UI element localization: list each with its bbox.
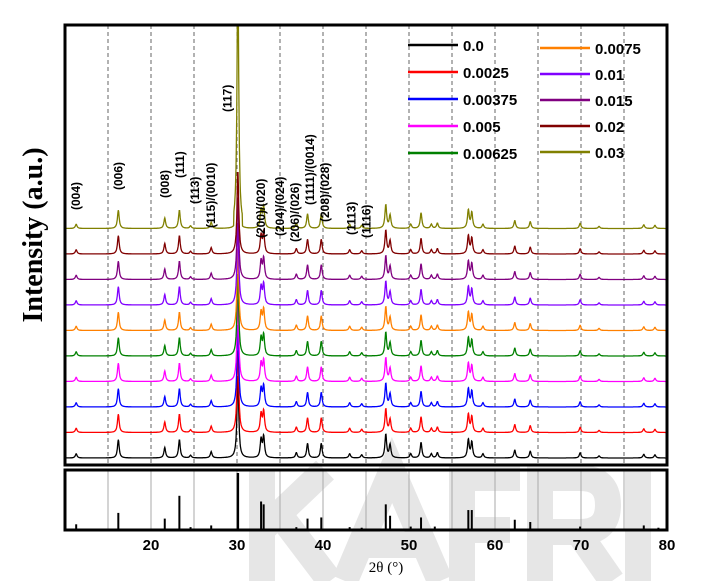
trace-0-015 <box>65 197 667 281</box>
peak-label: (204)/(024) <box>273 177 287 236</box>
legend-label: 0.00375 <box>463 92 517 109</box>
peak-label: (1116) <box>359 205 373 238</box>
peak-label: (111) <box>173 151 187 178</box>
peak-label: (117) <box>221 85 235 112</box>
legend-label: 0.0075 <box>595 41 641 58</box>
peak-label: (1111)/(0014) <box>303 134 317 205</box>
trace-0-00625 <box>65 273 667 357</box>
legend-label: 0.02 <box>595 119 624 136</box>
legend-label: 0.03 <box>595 145 624 162</box>
legend-label: 0.015 <box>595 93 633 110</box>
legend-label: 0.0025 <box>463 65 509 82</box>
plot-frame <box>63 23 669 467</box>
trace-0-0 <box>65 375 667 459</box>
trace-0-00375 <box>65 324 667 408</box>
peak-label: (206)/(026) <box>288 183 302 242</box>
peak-label: (200)/(020) <box>254 179 268 238</box>
x-tick-label: 30 <box>229 537 246 554</box>
legend-label: 0.00625 <box>463 146 517 163</box>
peak-label: (004) <box>69 182 83 210</box>
trace-0-03 <box>64 24 667 230</box>
peak-label: (006) <box>111 162 125 190</box>
watermark-letter <box>249 460 341 581</box>
legend-label: 0.01 <box>595 67 624 84</box>
reference-frame <box>63 468 669 532</box>
x-tick-label: 80 <box>659 537 676 554</box>
peak-label: (113) <box>188 177 202 204</box>
trace-0-0025 <box>65 350 667 434</box>
trace-0-005 <box>65 299 667 383</box>
y-axis-label: Intensity (a.u.) <box>18 147 49 322</box>
legend-label: 0.005 <box>463 119 501 136</box>
peak-label: (1113) <box>344 202 358 235</box>
trace-0-02 <box>65 171 667 255</box>
peak-label: (208)/(028) <box>318 163 332 222</box>
x-tick-label: 40 <box>315 537 332 554</box>
x-tick-label: 20 <box>143 537 160 554</box>
peak-label: (008) <box>158 170 172 198</box>
peak-label: (115)/(0010) <box>204 163 218 228</box>
x-tick-label: 60 <box>487 537 504 554</box>
trace-0-01 <box>65 222 667 306</box>
trace-0-0075 <box>65 248 667 332</box>
x-tick-label: 50 <box>401 537 418 554</box>
x-tick-label: 70 <box>573 537 590 554</box>
watermark-logo <box>249 436 651 581</box>
x-axis-label: 2θ (°) <box>369 560 403 576</box>
legend-label: 0.0 <box>463 38 484 55</box>
